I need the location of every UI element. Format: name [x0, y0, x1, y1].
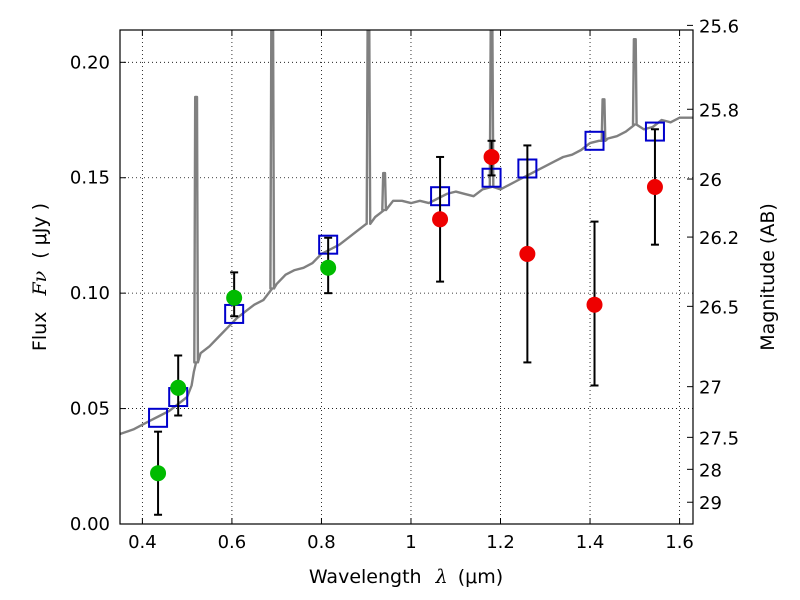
y-axis-title-prefix: Flux: [29, 312, 51, 352]
mag-tick-label: 26.2: [699, 228, 739, 249]
mag-tick-label: 27: [699, 378, 722, 399]
y-tick-label: 0.20: [70, 52, 110, 73]
observed-green-point: [150, 465, 167, 482]
x-axis-title: Wavelength λ (μm): [309, 566, 503, 588]
y-tick-label: 0.05: [70, 399, 110, 420]
x-axis-title-symbol: λ: [435, 566, 448, 588]
model-spectrum-line: [120, 30, 693, 436]
x-tick-label: 1.4: [576, 532, 605, 553]
mag-tick-label: 29: [699, 493, 722, 514]
observed-red-point: [586, 296, 603, 313]
observed-red-point: [483, 148, 500, 165]
axis-ticks: 0.4 0.6 0.8 1 1.2 1.4 1.6 0.00 0.05 0.10 0.15 0.20 2…: [70, 16, 739, 553]
x-tick-label: 0.4: [128, 532, 157, 553]
observed-green-point: [226, 289, 243, 306]
observed-red-point: [519, 245, 536, 262]
mag-tick-label: 27.5: [699, 428, 739, 449]
y-axis-title-unit: ( μJy ): [29, 203, 51, 259]
plot-area: [120, 30, 693, 516]
y-tick-label: 0.15: [70, 168, 110, 189]
x-axis-title-unit: (μm): [458, 566, 503, 588]
y-axis-title: Flux Fν ( μJy ): [29, 203, 51, 351]
x-tick-label: 1: [405, 532, 416, 553]
y-tick-label: 0.10: [70, 283, 110, 304]
observed-green-point: [170, 379, 187, 396]
x-axis-title-prefix: Wavelength: [309, 566, 422, 588]
mag-tick-label: 26: [699, 170, 722, 191]
observed-green-point: [320, 259, 337, 276]
mag-tick-label: 25.8: [699, 100, 739, 121]
mag-tick-label: 25.6: [699, 16, 739, 37]
y-tick-label: 0.00: [70, 514, 110, 535]
y-axis-title-symbol: Fν: [29, 270, 51, 296]
mag-tick-label: 26.5: [699, 297, 739, 318]
x-tick-label: 1.6: [665, 532, 694, 553]
x-tick-label: 1.2: [486, 532, 515, 553]
x-tick-label: 0.6: [218, 532, 247, 553]
model-photometry-square: [584, 130, 605, 151]
observed-red-point: [646, 178, 663, 195]
model-photometry-square: [148, 407, 169, 428]
x-tick-label: 0.8: [307, 532, 336, 553]
mag-tick-label: 28: [699, 460, 722, 481]
observed-red-point: [432, 211, 449, 228]
y2-axis-title: Magnitude (AB): [757, 203, 779, 351]
plot-frame: [119, 29, 694, 525]
